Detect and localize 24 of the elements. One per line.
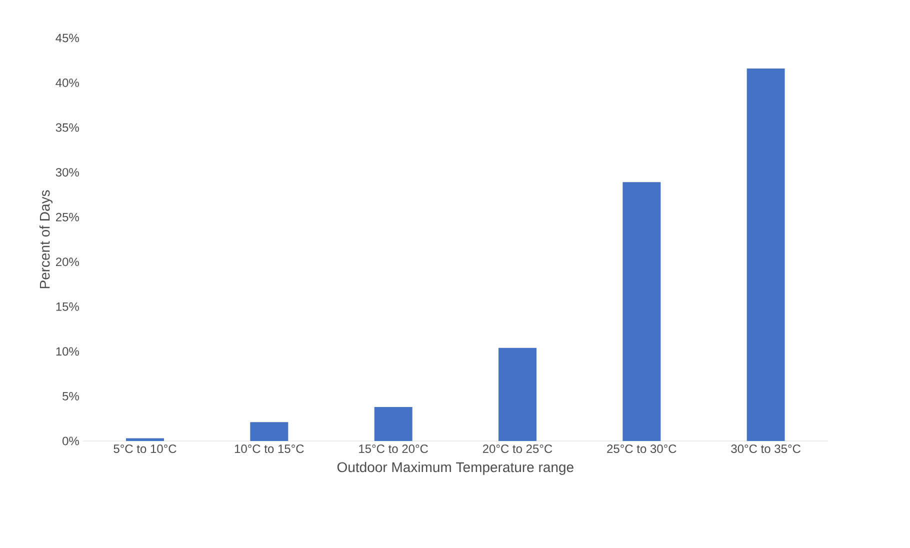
- bar: [126, 438, 164, 441]
- y-tick-label: 15%: [56, 302, 79, 311]
- x-tick-label: 30°C to 35°C: [731, 444, 800, 454]
- bar: [250, 422, 288, 441]
- x-tick-label: 15°C to 20°C: [359, 444, 428, 454]
- y-tick-label: 40%: [56, 78, 79, 88]
- bar: [622, 182, 661, 441]
- x-tick-label: 25°C to 30°C: [607, 444, 676, 454]
- bar: [746, 68, 785, 441]
- x-tick-label: 10°C to 15°C: [234, 444, 304, 454]
- y-tick-label: 0%: [62, 436, 79, 446]
- x-tick-label: 20°C to 25°C: [482, 444, 552, 454]
- y-tick-label: 35%: [56, 123, 79, 132]
- bar: [498, 348, 536, 441]
- y-tick-label: 30%: [56, 168, 79, 177]
- y-axis-title: Percent of Days: [39, 190, 53, 288]
- x-tick-label: 5°C to 10°C: [114, 444, 176, 454]
- bar: [374, 406, 412, 441]
- y-tick-label: 5%: [62, 392, 79, 400]
- y-tick-label: 10%: [56, 347, 79, 356]
- x-axis-title: Outdoor Maximum Temperature range: [337, 462, 574, 475]
- y-tick-label: 25%: [56, 212, 79, 222]
- y-tick-label: 20%: [56, 258, 79, 266]
- y-tick-label: 45%: [56, 34, 79, 42]
